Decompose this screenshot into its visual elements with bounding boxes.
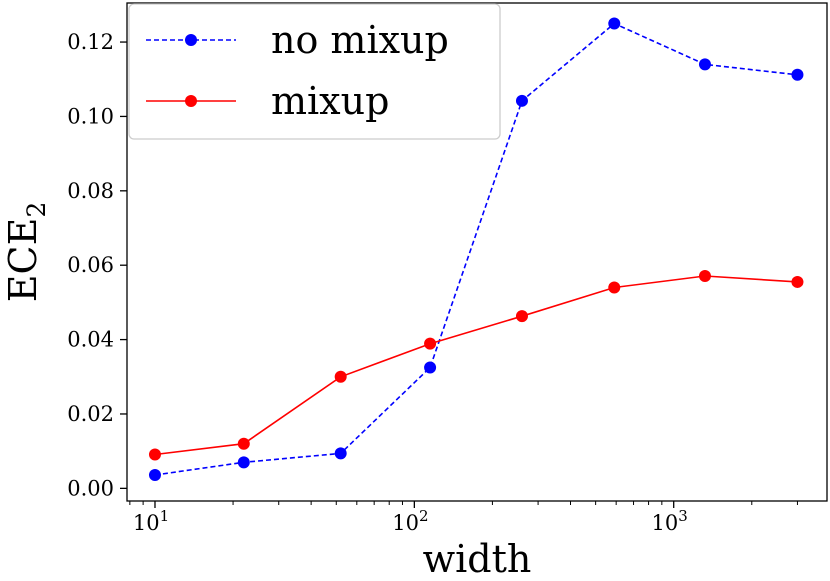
y-tick-label: 0.06 [67, 253, 114, 277]
data-point [698, 58, 711, 71]
data-point [515, 94, 528, 107]
data-point [424, 337, 437, 350]
legend-box [128, 3, 501, 140]
y-tick-label: 0.08 [67, 179, 114, 203]
y-axis-label-subscript: 2 [22, 202, 51, 218]
x-tick-exponent: 1 [160, 507, 170, 525]
data-point [791, 275, 804, 288]
x-tick-label: 102 [392, 507, 428, 535]
data-point [237, 456, 250, 469]
legend: no mixup mixup [128, 3, 501, 140]
data-point [334, 447, 347, 460]
y-axis-label-main: ECE [1, 218, 45, 303]
series-mixup [148, 269, 804, 461]
x-axis-label: width [423, 537, 532, 581]
legend-label: no mixup [271, 18, 449, 62]
x-tick-base: 10 [392, 511, 419, 535]
x-tick-label: 101 [133, 507, 169, 535]
series-layer [148, 17, 804, 481]
legend-marker [185, 95, 197, 107]
y-tick-label: 0.12 [67, 30, 114, 54]
y-tick-label: 0.04 [67, 328, 114, 352]
series-line [154, 22, 798, 476]
data-point [608, 17, 621, 30]
x-tick-label: 103 [652, 507, 688, 535]
data-point [148, 468, 161, 481]
data-point [237, 437, 250, 450]
legend-marker [185, 34, 197, 46]
y-tick-label: 0.00 [67, 476, 114, 500]
x-tick-exponent: 3 [678, 507, 688, 525]
y-tick-label: 0.02 [67, 402, 114, 426]
series-no-mixup [148, 17, 804, 481]
data-point [515, 310, 528, 323]
y-tick-label: 0.10 [67, 104, 114, 128]
x-tick-exponent: 2 [419, 507, 429, 525]
y-axis-label: ECE2 [1, 202, 51, 302]
legend-label: mixup [271, 79, 389, 123]
data-point [698, 269, 711, 282]
data-point [148, 448, 161, 461]
data-point [334, 370, 347, 383]
y-axis-ticks: 0.00 0.02 0.04 0.06 0.08 0.10 0.12 [67, 30, 127, 500]
data-point [608, 281, 621, 294]
series-line [154, 275, 798, 456]
data-point [791, 68, 804, 81]
x-tick-base: 10 [133, 511, 160, 535]
x-axis-ticks: 101 102 103 [129, 501, 798, 535]
data-point [424, 361, 437, 374]
x-tick-base: 10 [652, 511, 679, 535]
